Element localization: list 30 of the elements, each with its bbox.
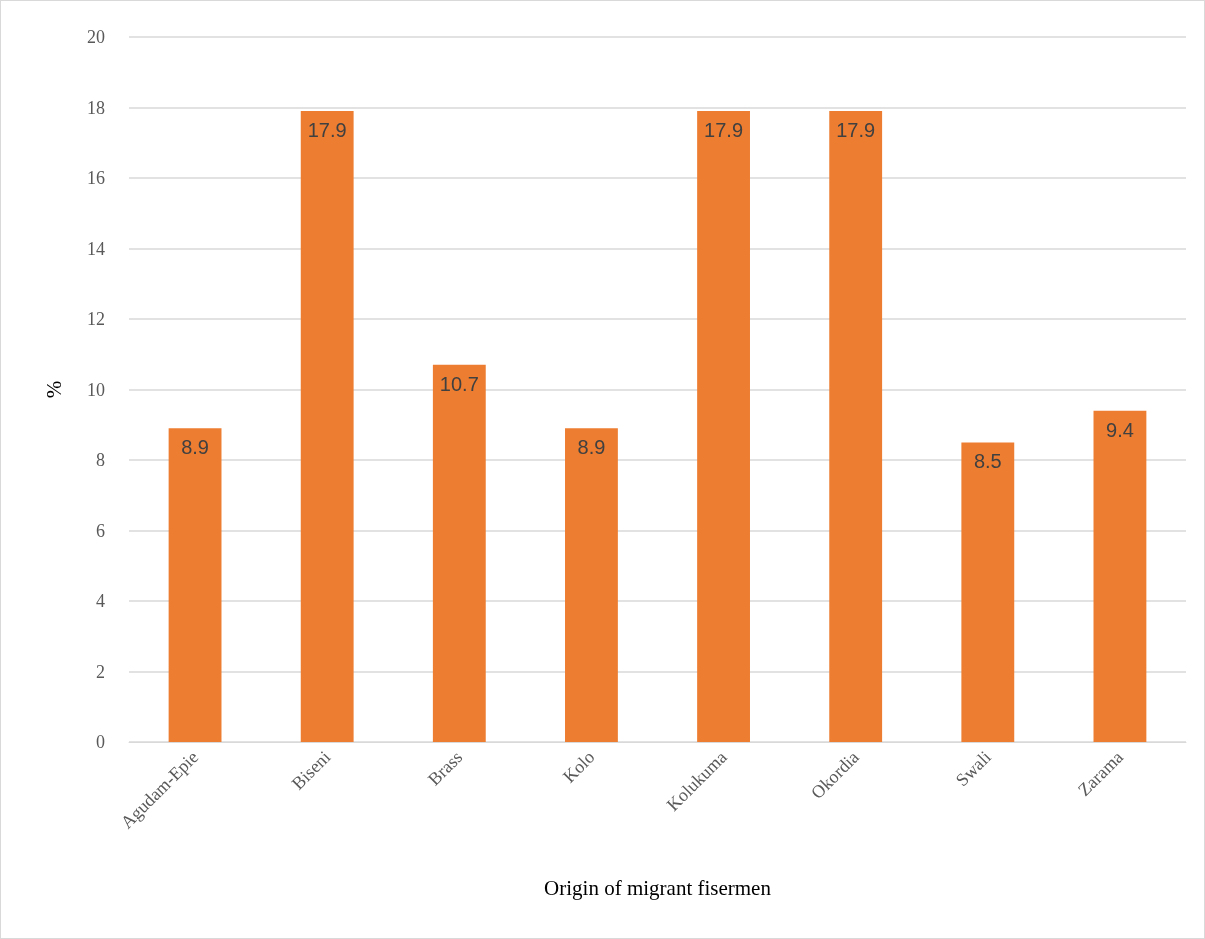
- y-tick-label: 10: [87, 379, 105, 400]
- y-tick-label: 16: [87, 168, 105, 188]
- bar: [1093, 410, 1147, 742]
- y-tick-label: 4: [96, 591, 105, 611]
- x-axis-title: Origin of migrant fisermen: [544, 875, 772, 900]
- data-label: 17.9: [307, 119, 347, 142]
- y-tick-label: 12: [87, 309, 105, 329]
- y-tick-label: 2: [96, 661, 105, 682]
- x-tick-label: Kolo: [558, 746, 599, 787]
- bar: [961, 442, 1015, 742]
- y-tick-label: 14: [87, 238, 105, 259]
- bar: [697, 111, 750, 742]
- y-tick-label: 18: [87, 97, 105, 118]
- data-label: 10.7: [439, 372, 479, 395]
- y-tick-label: 6: [96, 520, 105, 541]
- bar: [300, 111, 354, 742]
- data-label: 17.9: [836, 119, 876, 142]
- bar: [565, 428, 618, 742]
- bar: [432, 364, 486, 742]
- data-label: 8.5: [973, 450, 1002, 473]
- y-tick-label: 20: [87, 27, 105, 47]
- bar: [168, 428, 222, 742]
- data-label: 8.9: [577, 436, 606, 459]
- y-tick-label: 0: [96, 732, 105, 752]
- data-label: 9.4: [1106, 418, 1134, 441]
- y-axis-title: %: [41, 380, 66, 399]
- y-tick-label: 8: [96, 450, 105, 470]
- data-label: 17.9: [704, 119, 744, 142]
- bar: [829, 111, 883, 742]
- data-label: 8.9: [181, 436, 209, 459]
